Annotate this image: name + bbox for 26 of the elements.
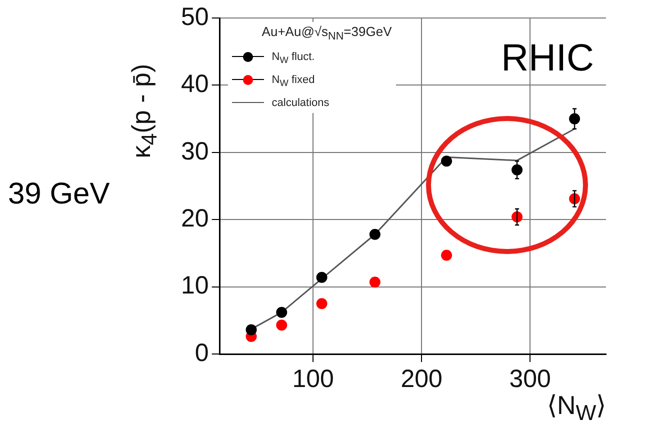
point xyxy=(246,324,257,336)
y-tick-label: 10 xyxy=(180,272,209,300)
point xyxy=(276,306,288,318)
y-tick-label: 30 xyxy=(180,137,209,166)
x-tick-label: 100 xyxy=(292,364,334,393)
legend-title: Au+Au@√s$_{NN}$=39GeV xyxy=(262,23,392,45)
point xyxy=(512,164,523,176)
text: 39 GeV xyxy=(8,177,110,210)
point xyxy=(369,276,380,288)
legend-label: N$_{W}$ fixed xyxy=(270,72,316,90)
point xyxy=(316,298,328,310)
x-tick-label: 300 xyxy=(509,364,551,393)
point xyxy=(441,250,452,261)
y-tick-label: 40 xyxy=(180,70,209,98)
annotation: RHIC xyxy=(501,37,594,80)
legend-label: N$_{W}$ fluct. xyxy=(270,50,316,67)
y-tick-label: 20 xyxy=(180,204,209,232)
point xyxy=(316,272,328,283)
point xyxy=(276,320,288,331)
legend-label: calculations xyxy=(270,96,330,111)
x-tick-label: 200 xyxy=(400,364,442,393)
y-tick-label: 50 xyxy=(180,2,209,31)
y-tick-label: 0 xyxy=(194,338,209,367)
point xyxy=(369,228,380,240)
point xyxy=(441,156,452,167)
x-axis-title: ⟨N$_{W}$⟩ xyxy=(547,390,606,426)
